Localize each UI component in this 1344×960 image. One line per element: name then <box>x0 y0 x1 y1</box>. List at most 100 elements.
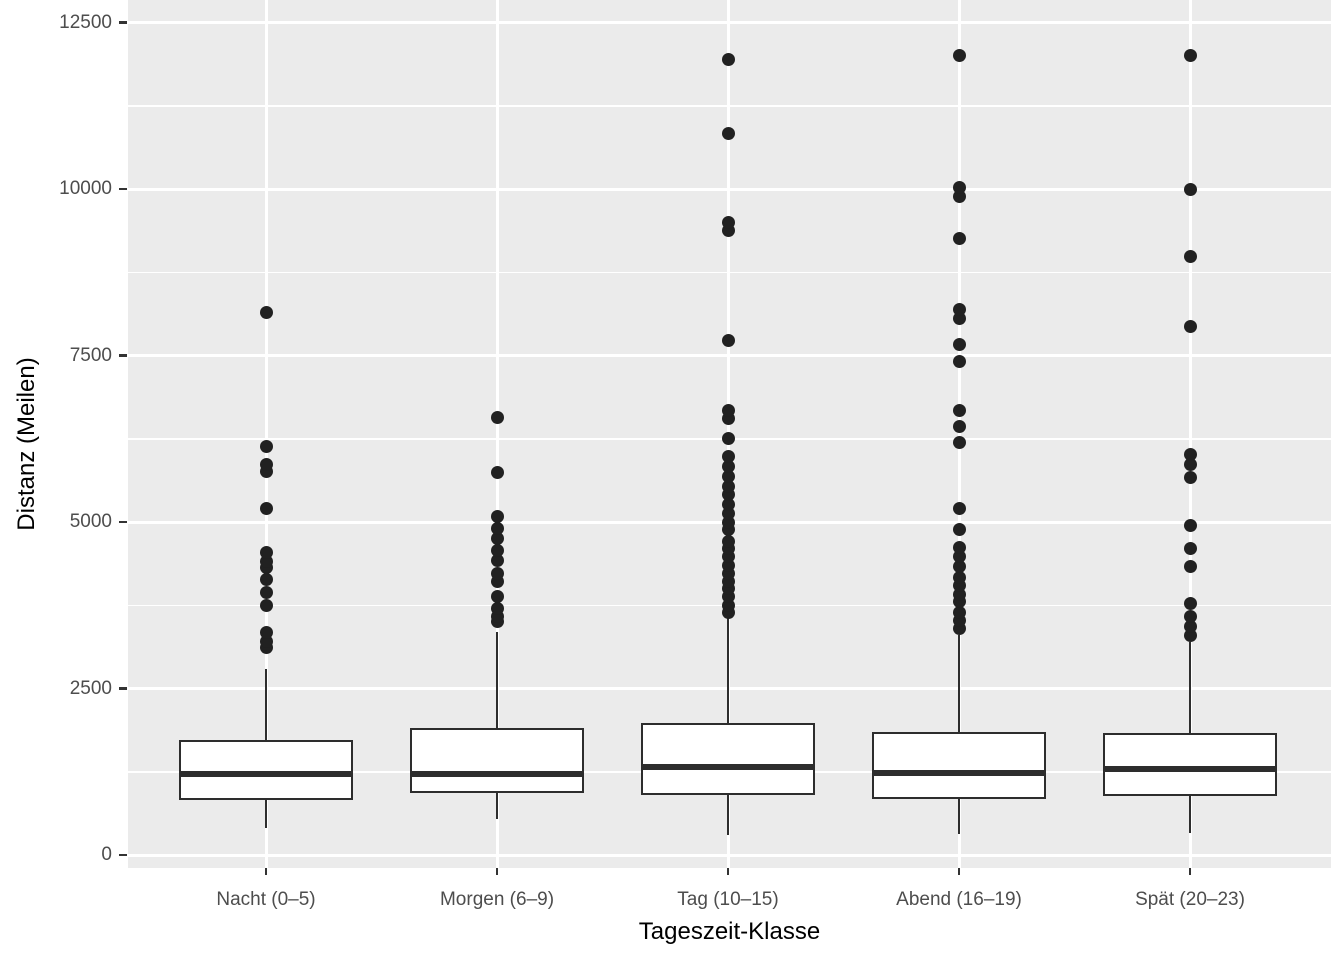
outlier-point <box>721 431 735 445</box>
gridline-major <box>128 187 1331 191</box>
y-tick-label: 5000 <box>69 511 112 532</box>
outlier-point <box>952 354 966 368</box>
outlier-point <box>1183 470 1197 484</box>
box-iqr <box>410 727 584 793</box>
y-tick <box>119 354 127 357</box>
whisker-upper <box>264 668 268 741</box>
outlier-point <box>952 571 966 585</box>
outlier-point <box>490 544 504 558</box>
gridline-major <box>128 354 1331 357</box>
x-tick-label: Nacht (0–5) <box>216 889 316 910</box>
outlier-point <box>490 466 504 480</box>
y-tick <box>119 21 127 24</box>
outlier-point <box>259 626 273 640</box>
whisker-lower <box>726 795 730 835</box>
whisker-lower <box>1188 796 1192 834</box>
y-tick <box>119 853 127 857</box>
outlier-point <box>490 602 504 616</box>
outlier-point <box>1183 448 1197 462</box>
y-axis-title: Distanz (Meilen) <box>13 357 40 531</box>
gridline-x-major <box>495 0 499 868</box>
outlier-point <box>721 334 735 348</box>
y-tick <box>119 520 127 524</box>
outlier-point <box>1183 320 1197 334</box>
median-line <box>179 770 353 777</box>
outlier-point <box>1183 518 1197 532</box>
outlier-point <box>1183 249 1197 263</box>
y-tick-label: 7500 <box>69 344 112 366</box>
outlier-point <box>490 522 504 536</box>
x-tick <box>726 868 730 875</box>
outlier-point <box>952 231 966 245</box>
outlier-point <box>490 509 504 523</box>
outlier-point <box>952 522 966 536</box>
whisker-lower <box>264 800 268 829</box>
box-iqr <box>1103 733 1277 797</box>
outlier-point <box>490 410 504 424</box>
whisker-lower <box>957 799 961 835</box>
outlier-point <box>721 127 735 141</box>
outlier-point <box>721 52 735 66</box>
gridline-major <box>128 21 1331 24</box>
gridline-x-major <box>957 0 961 868</box>
outlier-point <box>490 532 504 546</box>
gridline-major <box>128 853 1331 857</box>
outlier-point <box>259 546 273 560</box>
outlier-point <box>259 457 273 471</box>
outlier-point <box>1183 542 1197 556</box>
whisker-upper <box>1188 641 1192 734</box>
gridline-major <box>128 687 1331 690</box>
outlier-point <box>952 541 966 555</box>
median-line <box>410 770 584 777</box>
whisker-lower <box>495 792 499 820</box>
x-axis-title: Tageszeit-Klasse <box>638 918 821 945</box>
median-line <box>872 770 1046 777</box>
x-tick <box>957 868 961 875</box>
outlier-point <box>721 498 735 512</box>
gridline-minor <box>128 105 1331 107</box>
outlier-point <box>259 598 273 612</box>
outlier-point <box>1183 457 1197 471</box>
x-tick-label: Tag (10–15) <box>677 889 779 910</box>
outlier-point <box>1183 629 1197 643</box>
outlier-point <box>952 303 966 317</box>
y-tick <box>119 187 127 191</box>
x-tick-label: Spät (20–23) <box>1135 889 1245 910</box>
outlier-point <box>952 560 966 574</box>
outlier-point <box>952 49 966 63</box>
outlier-point <box>721 460 735 474</box>
y-tick-label: 12500 <box>59 11 112 33</box>
outlier-point <box>490 566 504 580</box>
x-tick <box>495 868 499 875</box>
outlier-point <box>952 502 966 516</box>
outlier-point <box>721 480 735 494</box>
outlier-point <box>259 502 273 516</box>
x-tick-label: Morgen (6–9) <box>439 889 555 910</box>
outlier-point <box>952 420 966 434</box>
outlier-point <box>1183 49 1197 63</box>
outlier-point <box>259 555 273 569</box>
outlier-point <box>721 216 735 230</box>
gridline-minor <box>128 271 1331 273</box>
whisker-upper <box>957 634 961 732</box>
outlier-point <box>259 635 273 649</box>
y-tick-label: 10000 <box>59 178 112 199</box>
outlier-point <box>490 590 504 604</box>
outlier-point <box>952 404 966 418</box>
outlier-point <box>490 554 504 568</box>
outlier-point <box>1183 596 1197 610</box>
whisker-upper <box>495 631 499 728</box>
outlier-point <box>952 436 966 450</box>
gridline-x-major <box>264 0 268 868</box>
outlier-point <box>259 440 273 454</box>
outlier-point <box>952 338 966 352</box>
outlier-point <box>721 450 735 464</box>
outlier-point <box>1183 620 1197 634</box>
box-iqr <box>872 731 1046 800</box>
outlier-point <box>259 305 273 319</box>
plot-panel <box>128 0 1331 868</box>
outlier-point <box>259 573 273 587</box>
outlier-point <box>259 586 273 600</box>
outlier-point <box>1183 560 1197 574</box>
